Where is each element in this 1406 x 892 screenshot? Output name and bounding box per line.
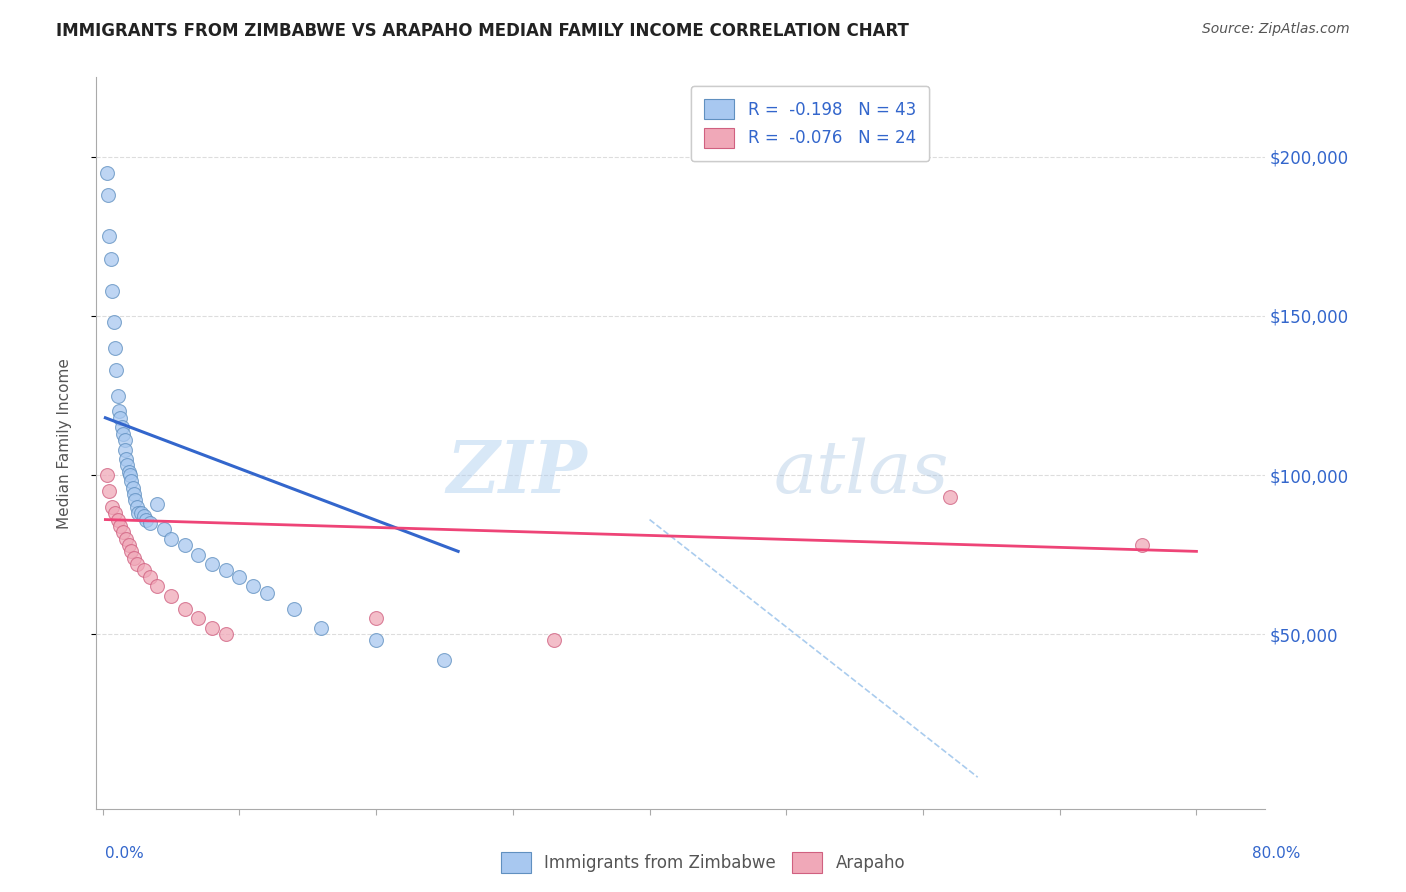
Point bbox=[115, 532, 138, 546]
Point bbox=[98, 229, 121, 244]
Point bbox=[129, 506, 152, 520]
Point bbox=[242, 579, 264, 593]
Legend: R =  -0.198   N = 43, R =  -0.076   N = 24: R = -0.198 N = 43, R = -0.076 N = 24 bbox=[690, 86, 929, 161]
Point bbox=[121, 481, 143, 495]
Point bbox=[96, 166, 118, 180]
Point bbox=[201, 621, 224, 635]
Point bbox=[97, 188, 120, 202]
Point bbox=[153, 522, 176, 536]
Point bbox=[132, 564, 155, 578]
Point bbox=[112, 525, 135, 540]
Point bbox=[1130, 538, 1153, 552]
Point bbox=[101, 284, 124, 298]
Point bbox=[111, 420, 134, 434]
Point bbox=[96, 468, 118, 483]
Point bbox=[101, 500, 124, 514]
Point bbox=[104, 341, 127, 355]
Point bbox=[105, 363, 128, 377]
Text: ZIP: ZIP bbox=[446, 437, 586, 508]
Point bbox=[117, 538, 139, 552]
Point bbox=[543, 633, 565, 648]
Point bbox=[139, 516, 162, 530]
Point bbox=[114, 442, 136, 457]
Point bbox=[173, 538, 195, 552]
Point bbox=[120, 475, 142, 489]
Point bbox=[433, 652, 456, 666]
Point bbox=[364, 633, 387, 648]
Point bbox=[120, 544, 142, 558]
Y-axis label: Median Family Income: Median Family Income bbox=[58, 358, 72, 529]
Point bbox=[939, 491, 962, 505]
Point bbox=[103, 315, 125, 329]
Point bbox=[112, 426, 135, 441]
Point bbox=[173, 601, 195, 615]
Point bbox=[160, 532, 183, 546]
Point bbox=[283, 601, 305, 615]
Point bbox=[125, 500, 148, 514]
Point bbox=[118, 468, 141, 483]
Point bbox=[107, 512, 129, 526]
Text: Source: ZipAtlas.com: Source: ZipAtlas.com bbox=[1202, 22, 1350, 37]
Point bbox=[160, 589, 183, 603]
Point bbox=[122, 487, 145, 501]
Point bbox=[132, 509, 155, 524]
Legend: Immigrants from Zimbabwe, Arapaho: Immigrants from Zimbabwe, Arapaho bbox=[494, 846, 912, 880]
Point bbox=[110, 519, 132, 533]
Point bbox=[104, 506, 127, 520]
Point bbox=[110, 410, 132, 425]
Text: IMMIGRANTS FROM ZIMBABWE VS ARAPAHO MEDIAN FAMILY INCOME CORRELATION CHART: IMMIGRANTS FROM ZIMBABWE VS ARAPAHO MEDI… bbox=[56, 22, 910, 40]
Point bbox=[256, 585, 278, 599]
Point bbox=[187, 611, 209, 625]
Point bbox=[135, 512, 157, 526]
Point bbox=[215, 564, 238, 578]
Point bbox=[127, 506, 149, 520]
Point bbox=[115, 458, 138, 473]
Point bbox=[201, 557, 224, 571]
Point bbox=[107, 388, 129, 402]
Text: 80.0%: 80.0% bbox=[1253, 846, 1301, 861]
Point bbox=[215, 627, 238, 641]
Point bbox=[311, 621, 333, 635]
Point bbox=[115, 452, 138, 467]
Point bbox=[117, 465, 139, 479]
Point bbox=[124, 493, 146, 508]
Point bbox=[146, 497, 169, 511]
Text: 0.0%: 0.0% bbox=[105, 846, 145, 861]
Point bbox=[122, 550, 145, 565]
Point bbox=[100, 252, 122, 266]
Point bbox=[98, 483, 121, 498]
Point bbox=[228, 570, 250, 584]
Point bbox=[114, 433, 136, 447]
Point bbox=[125, 557, 148, 571]
Point bbox=[139, 570, 162, 584]
Text: atlas: atlas bbox=[773, 437, 949, 508]
Point bbox=[187, 548, 209, 562]
Point bbox=[364, 611, 387, 625]
Point bbox=[108, 404, 131, 418]
Point bbox=[146, 579, 169, 593]
